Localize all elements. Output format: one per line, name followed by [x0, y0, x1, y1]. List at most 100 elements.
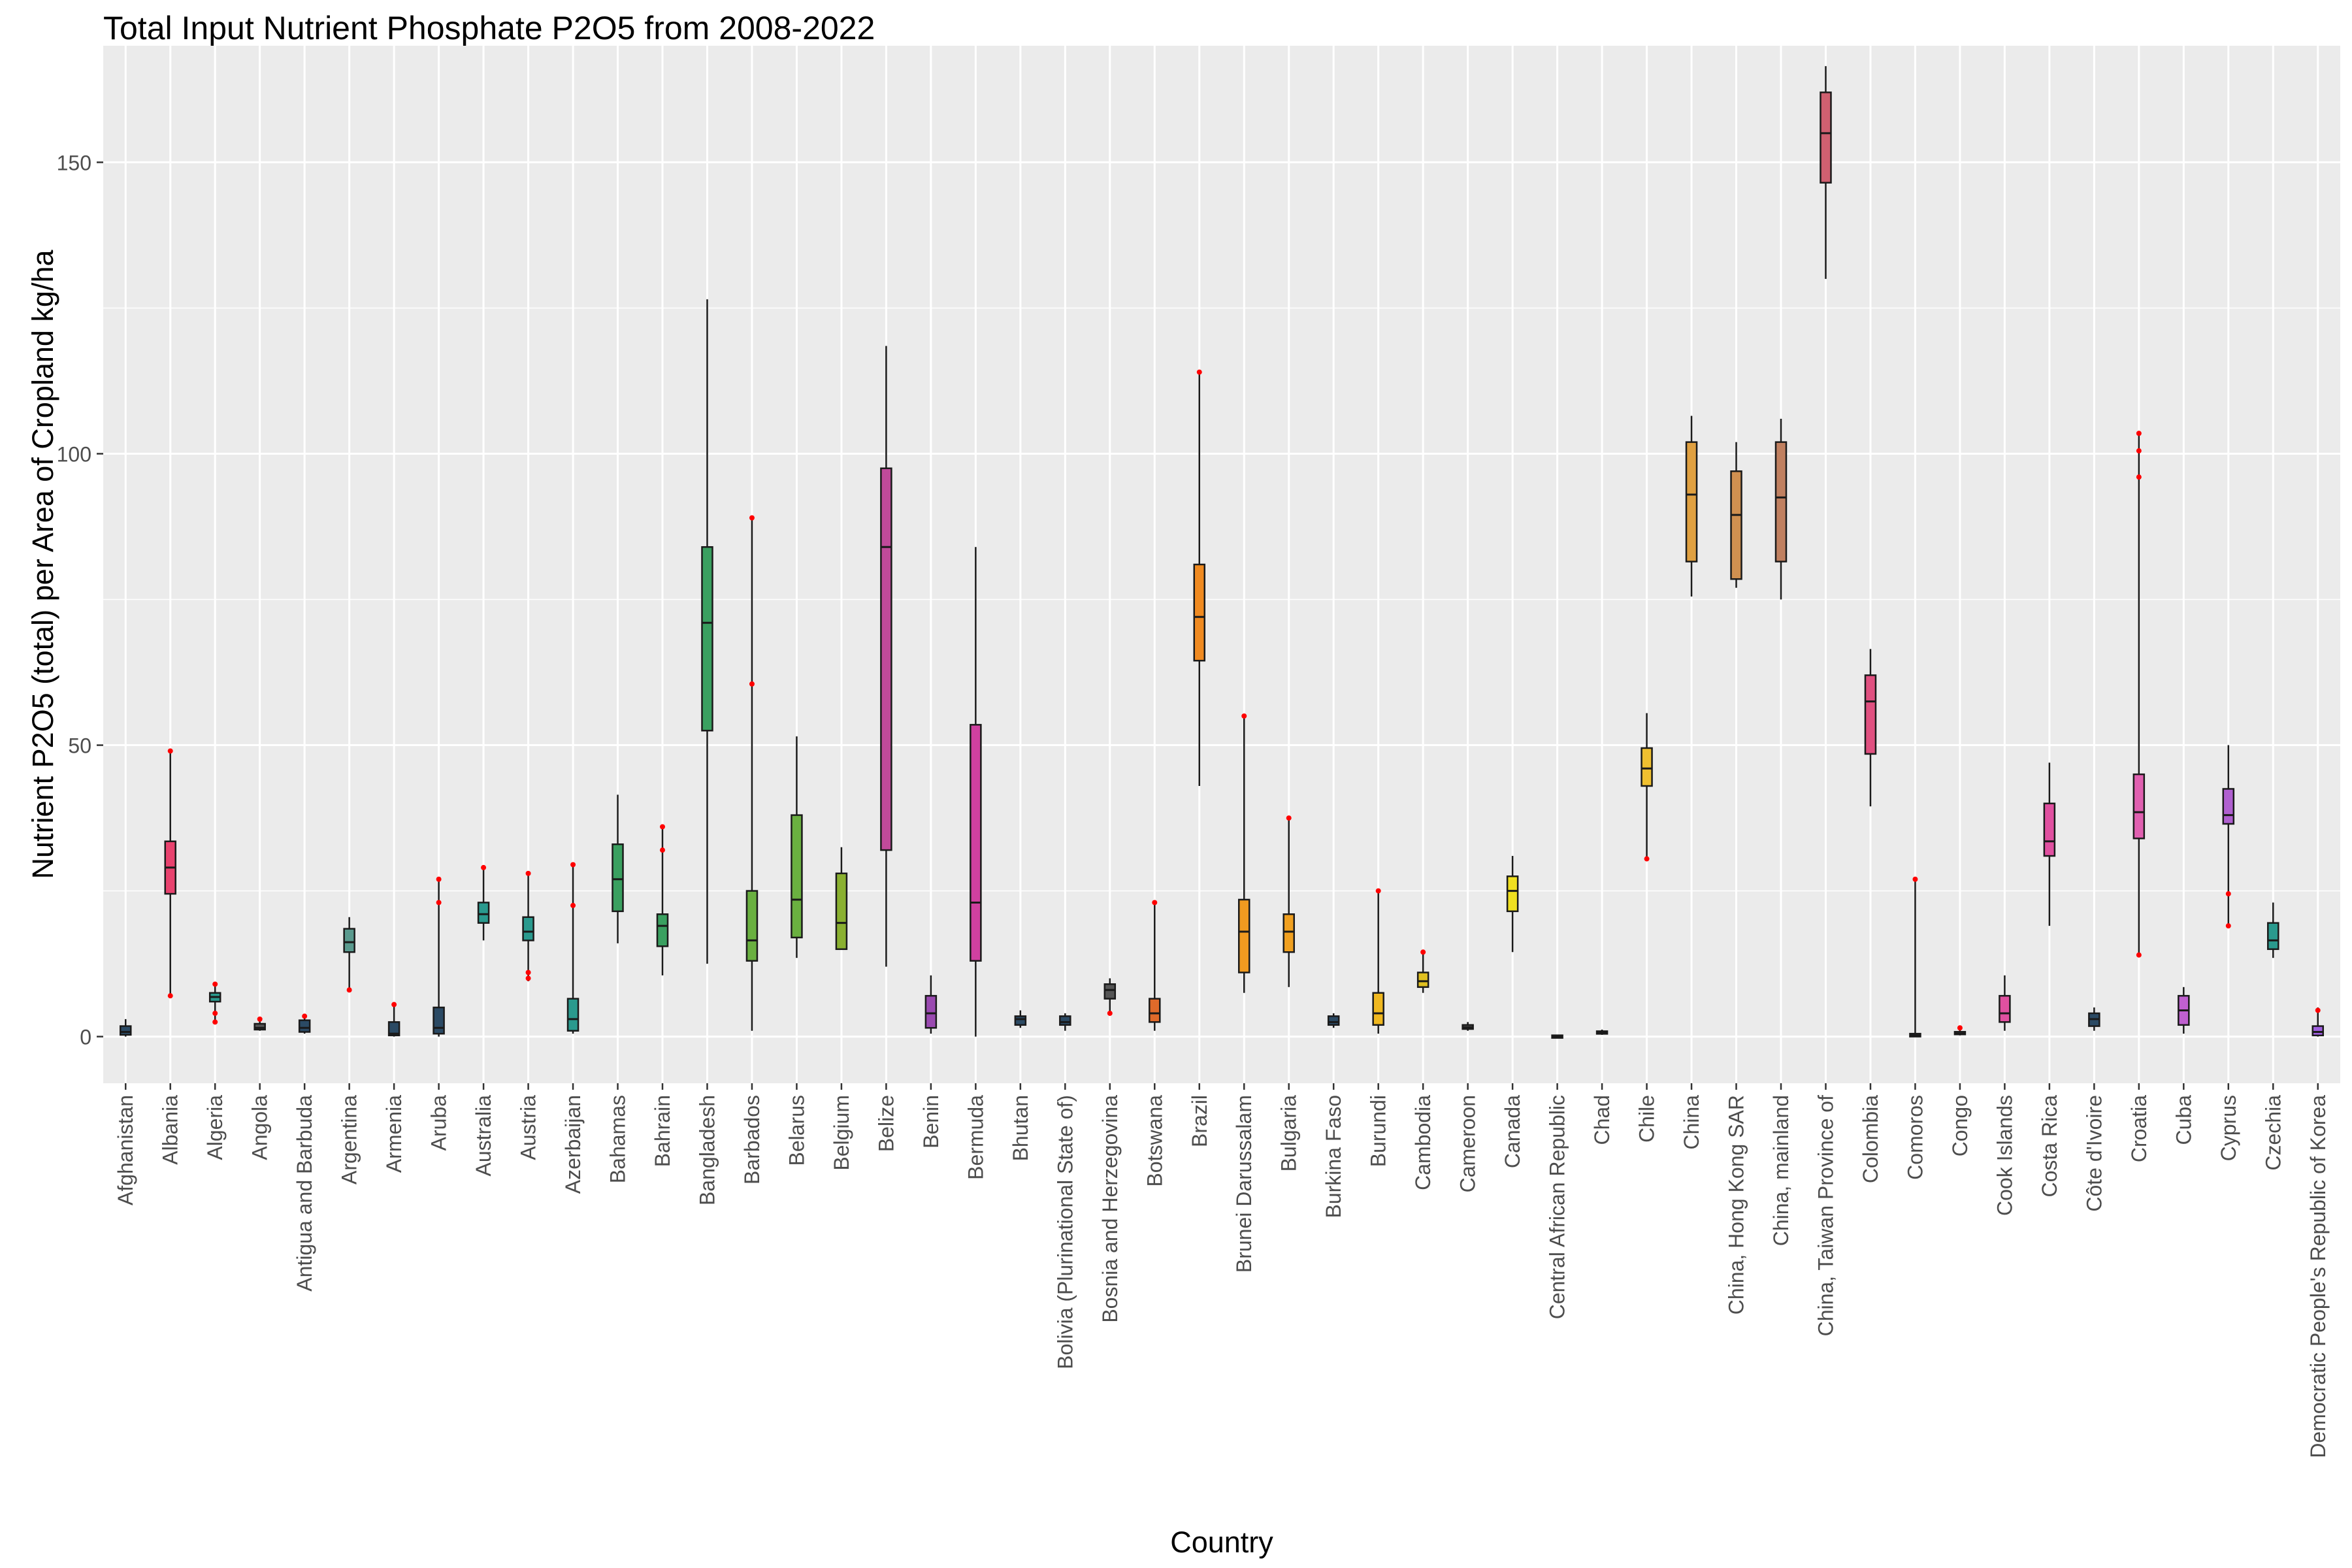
outlier-point: [212, 1010, 218, 1016]
box-body: [1149, 998, 1161, 1023]
box-body: [1999, 994, 2011, 1023]
box-plot: [433, 876, 445, 1037]
box-plot: [745, 515, 759, 1031]
outlier-point: [525, 970, 531, 975]
box-plot: [791, 736, 803, 958]
box-plot: [164, 748, 176, 999]
x-tick-label: Angola: [248, 1095, 272, 1160]
outlier-point: [2136, 448, 2142, 454]
outlier-point: [436, 876, 442, 882]
x-tick-label: Aruba: [427, 1095, 451, 1151]
box-plot: [522, 870, 534, 981]
x-tick-label: Central African Republic: [1546, 1095, 1569, 1319]
x-tick-label: Cyprus: [2217, 1095, 2240, 1161]
x-tick-label: Cuba: [2172, 1095, 2195, 1145]
box-plot: [2178, 987, 2190, 1034]
x-tick-label: Armenia: [382, 1095, 406, 1173]
x-tick-label: China, Taiwan Province of: [1814, 1095, 1837, 1337]
x-tick-label: China, mainland: [1769, 1095, 1793, 1246]
chart-title: Total Input Nutrient Phosphate P2O5 from…: [103, 10, 875, 46]
box-body: [343, 928, 355, 953]
x-tick-label: Benin: [919, 1095, 943, 1149]
box-body: [1730, 470, 1742, 580]
box-plot: [1059, 1013, 1071, 1031]
box-body: [1416, 972, 1429, 988]
box-plot: [1551, 1034, 1563, 1039]
outlier-point: [1152, 900, 1158, 906]
box-body: [1685, 441, 1698, 563]
box-body: [835, 872, 848, 951]
box-plot: [2267, 902, 2279, 958]
box-plot: [1416, 949, 1429, 993]
outlier-point: [570, 902, 576, 908]
box-body: [2222, 788, 2235, 825]
box-body: [701, 546, 713, 732]
box-plot: [970, 547, 982, 1037]
box-plot: [1372, 888, 1384, 1034]
x-tick-label: Burkina Faso: [1322, 1095, 1345, 1218]
x-tick-label: Algeria: [203, 1095, 227, 1160]
x-tick-label: Afghanistan: [114, 1095, 137, 1205]
box-plot: [208, 981, 221, 1025]
box-plot: [1730, 442, 1742, 588]
x-tick-label: Barbados: [740, 1095, 764, 1184]
box-plot: [387, 1002, 400, 1037]
outlier-point: [749, 681, 755, 687]
outlier-point: [212, 981, 218, 987]
x-tick-label: Bahamas: [606, 1095, 630, 1183]
box-body: [387, 1021, 400, 1037]
outlier-point: [2136, 952, 2142, 958]
box-plot: [924, 975, 938, 1034]
x-tick-label: Côte d'Ivoire: [2082, 1095, 2106, 1212]
box-body: [1237, 898, 1250, 973]
box-plot: [835, 847, 848, 951]
box-plot: [1237, 713, 1250, 993]
x-tick-label: Botswana: [1143, 1095, 1166, 1187]
box-plot: [1014, 1010, 1027, 1028]
x-tick-label: Brazil: [1188, 1095, 1211, 1147]
outlier-point: [1912, 876, 1918, 882]
box-plot: [1774, 418, 1788, 600]
box-plot: [2222, 745, 2235, 929]
box-plot: [2311, 1007, 2325, 1037]
box-plot: [119, 1019, 132, 1037]
outlier-point: [660, 847, 665, 853]
box-body: [2311, 1025, 2325, 1037]
box-body: [2267, 922, 2279, 951]
x-tick-label: Croatia: [2127, 1095, 2151, 1162]
outlier-point: [525, 870, 531, 876]
outlier-point: [1286, 815, 1292, 821]
box-body: [2132, 773, 2146, 840]
x-tick-label: Bhutan: [1009, 1095, 1032, 1161]
outlier-point: [302, 1013, 308, 1019]
box-plot: [1282, 815, 1295, 987]
box-body: [1774, 441, 1788, 563]
box-body: [1641, 747, 1653, 787]
outlier-point: [1957, 1025, 1963, 1031]
x-tick-label: Antigua and Barbuda: [293, 1095, 316, 1292]
y-tick-label: 150: [57, 151, 91, 174]
outlier-point: [1375, 888, 1381, 894]
outlier-point: [212, 1019, 218, 1025]
box-body: [612, 843, 624, 913]
outlier-point: [749, 515, 755, 521]
outlier-point: [2136, 431, 2142, 436]
x-tick-label: Bulgaria: [1277, 1095, 1301, 1172]
x-tick-label: Bermuda: [964, 1095, 987, 1180]
box-plot: [2043, 762, 2056, 926]
x-tick-label: Chad: [1590, 1095, 1614, 1145]
x-tick-label: Chile: [1635, 1095, 1659, 1143]
outlier-point: [481, 864, 487, 870]
outlier-point: [2225, 891, 2231, 897]
box-body: [253, 1022, 266, 1031]
x-tick-label: Azerbaijan: [561, 1095, 585, 1194]
box-plot: [1953, 1025, 1967, 1036]
outlier-point: [1196, 369, 1202, 375]
x-tick-label: Comoros: [1903, 1095, 1927, 1180]
x-tick-label: China, Hong Kong SAR: [1725, 1095, 1748, 1315]
box-plot: [1327, 1013, 1340, 1028]
outlier-point: [1420, 949, 1426, 955]
x-tick-label: Congo: [1948, 1095, 1972, 1156]
outlier-point: [570, 862, 576, 868]
